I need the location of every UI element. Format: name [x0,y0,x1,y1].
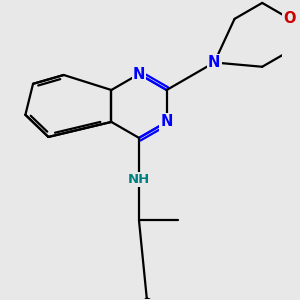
Text: O: O [284,11,296,26]
Text: NH: NH [128,173,150,186]
Text: N: N [133,67,145,82]
Text: N: N [160,114,173,129]
Text: N: N [208,55,220,70]
